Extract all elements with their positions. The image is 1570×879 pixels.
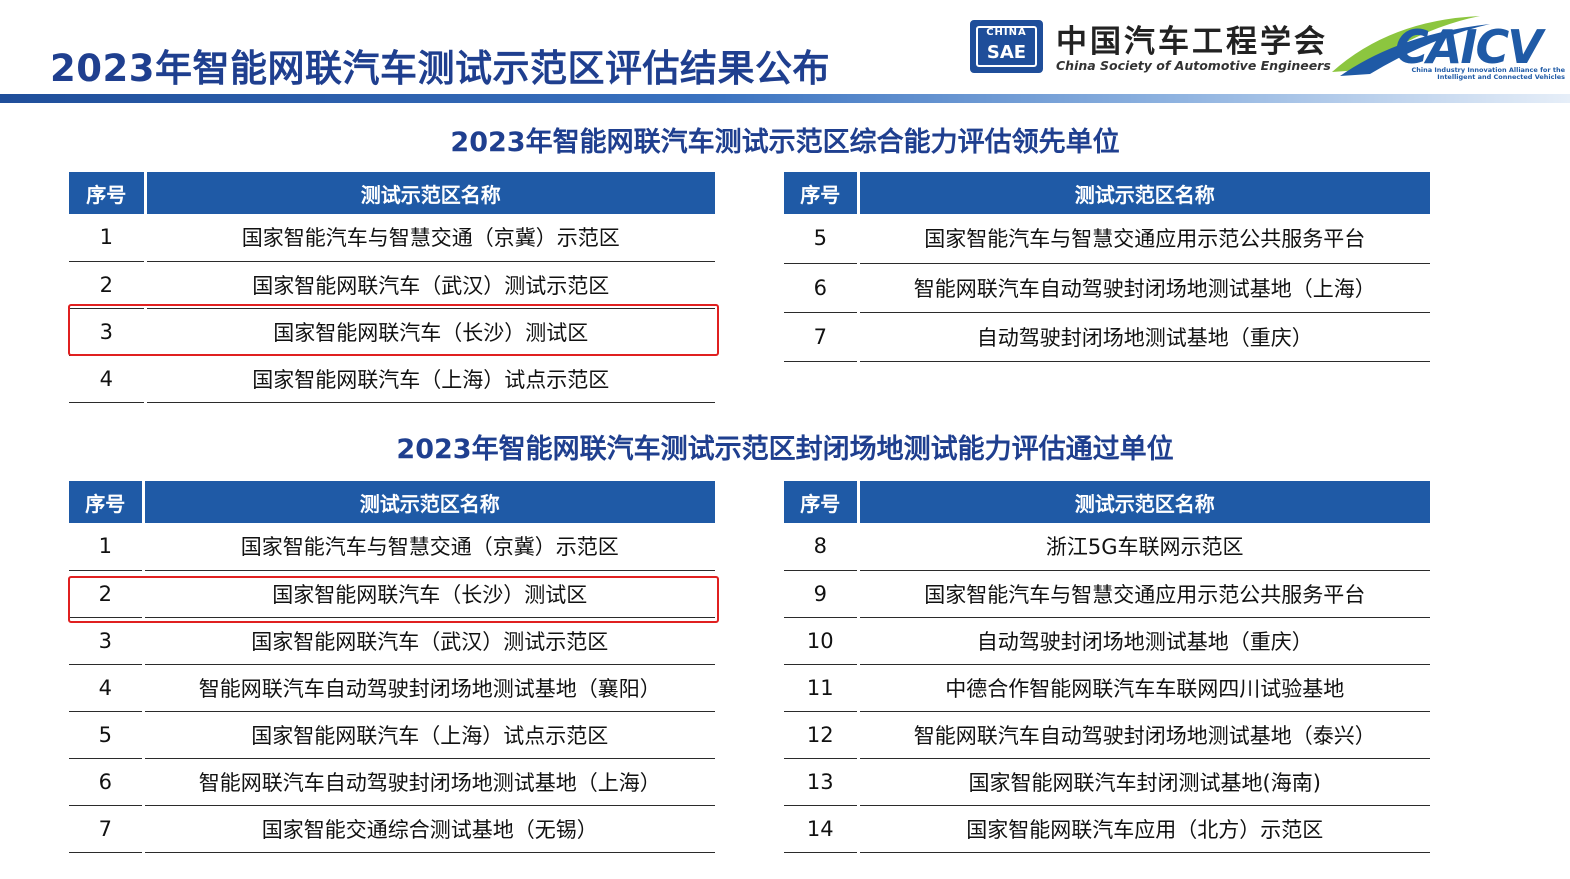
header-name: 测试示范区名称 [856, 481, 1430, 523]
serial-cell: 2 [69, 261, 147, 309]
highlight-box-changsha [68, 576, 719, 623]
serial-cell: 1 [69, 214, 147, 262]
name-cell: 国家智能网联汽车（上海）试点示范区 [145, 355, 715, 403]
serial-cell: 5 [784, 214, 860, 264]
table-row: 7 国家智能交通综合测试基地（无锡） [69, 805, 715, 853]
name-cell: 国家智能网联汽车（上海）试点示范区 [143, 711, 715, 759]
name-cell: 智能网联汽车自动驾驶封闭场地测试基地（上海） [143, 758, 715, 806]
name-cell: 自动驾驶封闭场地测试基地（重庆） [858, 312, 1430, 362]
logo-bottom-text: SAE [986, 42, 1027, 63]
section-title-passed: 2023年智能网联汽车测试示范区封闭场地测试能力评估通过单位 [396, 434, 1174, 465]
name-cell: 中德合作智能网联汽车车联网四川试验基地 [858, 664, 1430, 712]
table-row: 13 国家智能网联汽车封闭测试基地(海南) [784, 758, 1430, 806]
leading-table-left: 序号 测试示范区名称 1 国家智能汽车与智慧交通（京冀）示范区 2 国家智能网联汽车（… [69, 172, 715, 403]
section-title-leading: 2023年智能网联汽车测试示范区综合能力评估领先单位 [450, 127, 1120, 158]
table-row: 4 智能网联汽车自动驾驶封闭场地测试基地（襄阳） [69, 664, 715, 712]
table-row: 1 国家智能汽车与智慧交通（京冀）示范区 [69, 214, 715, 262]
name-cell: 国家智能汽车与智慧交通应用示范公共服务平台 [858, 570, 1430, 618]
name-cell: 智能网联汽车自动驾驶封闭场地测试基地（上海） [858, 263, 1430, 313]
name-cell: 国家智能网联汽车（武汉）测试示范区 [143, 617, 715, 665]
table-row: 7 自动驾驶封闭场地测试基地（重庆） [784, 312, 1430, 362]
highlight-box-changsha [68, 304, 719, 356]
header-serial: 序号 [69, 172, 145, 214]
serial-cell: 10 [784, 617, 860, 665]
org-name-en: China Society of Automotive Engineers [1056, 58, 1331, 73]
name-cell: 智能网联汽车自动驾驶封闭场地测试基地（泰兴） [858, 711, 1430, 759]
name-cell: 国家智能网联汽车（长沙）测试区 [145, 308, 715, 356]
serial-cell: 5 [69, 711, 145, 759]
serial-cell: 12 [784, 711, 860, 759]
header-serial: 序号 [784, 172, 858, 214]
caicv-subtitle: China Industry Innovation Alliance for t… [1411, 66, 1565, 81]
name-cell: 国家智能汽车与智慧交通应用示范公共服务平台 [858, 214, 1430, 264]
table-row: 9 国家智能汽车与智慧交通应用示范公共服务平台 [784, 570, 1430, 618]
header-serial: 序号 [784, 481, 858, 523]
table-row: 1 国家智能汽车与智慧交通（京冀）示范区 [69, 523, 715, 571]
table-row: 4 国家智能网联汽车（上海）试点示范区 [69, 355, 715, 403]
name-cell: 浙江5G车联网示范区 [858, 523, 1430, 571]
serial-cell: 4 [69, 664, 145, 712]
serial-cell: 4 [69, 355, 147, 403]
table-row: 8 浙江5G车联网示范区 [784, 523, 1430, 571]
serial-cell: 6 [69, 758, 145, 806]
leading-table-right: 序号 测试示范区名称 5 国家智能汽车与智慧交通应用示范公共服务平台 6 智能网联汽车… [784, 172, 1430, 362]
table-row: 2 国家智能网联汽车（武汉）测试示范区 [69, 261, 715, 309]
serial-cell: 9 [784, 570, 860, 618]
name-cell: 智能网联汽车自动驾驶封闭场地测试基地（襄阳） [143, 664, 715, 712]
serial-cell: 6 [784, 263, 860, 313]
passed-table-right: 序号 测试示范区名称 8 浙江5G车联网示范区 9 国家智能汽车与智慧交通应用示范公共… [784, 481, 1430, 853]
serial-cell: 8 [784, 523, 860, 571]
logo-border [976, 26, 1037, 67]
name-cell: 国家智能网联汽车封闭测试基地(海南) [858, 758, 1430, 806]
table-row: 14 国家智能网联汽车应用（北方）示范区 [784, 805, 1430, 853]
serial-cell: 7 [69, 805, 145, 853]
header-serial: 序号 [69, 481, 143, 523]
serial-cell: 3 [69, 617, 145, 665]
china-sae-logo: CHINA SAE [970, 20, 1043, 73]
passed-table-left: 序号 测试示范区名称 1 国家智能汽车与智慧交通（京冀）示范区 2 国家智能网联汽车（… [69, 481, 715, 853]
name-cell: 国家智能网联汽车（武汉）测试示范区 [145, 261, 715, 309]
name-cell: 国家智能网联汽车应用（北方）示范区 [858, 805, 1430, 853]
serial-cell: 11 [784, 664, 860, 712]
name-cell: 自动驾驶封闭场地测试基地（重庆） [858, 617, 1430, 665]
serial-cell: 14 [784, 805, 860, 853]
table-row: 5 国家智能汽车与智慧交通应用示范公共服务平台 [784, 214, 1430, 264]
header-divider-bar [0, 94, 1570, 103]
table-row: 12 智能网联汽车自动驾驶封闭场地测试基地（泰兴） [784, 711, 1430, 759]
serial-cell: 13 [784, 758, 860, 806]
serial-cell: 7 [784, 312, 860, 362]
logo-top-text: CHINA [986, 27, 1027, 38]
table-row: 3 国家智能网联汽车（长沙）测试区 [69, 308, 715, 356]
page-title: 2023年智能网联汽车测试示范区评估结果公布 [50, 47, 830, 90]
caicv-logo: CAICV [1395, 20, 1543, 74]
table-row: 6 智能网联汽车自动驾驶封闭场地测试基地（上海） [784, 263, 1430, 313]
name-cell: 国家智能汽车与智慧交通（京冀）示范区 [145, 214, 715, 262]
table-row: 11 中德合作智能网联汽车车联网四川试验基地 [784, 664, 1430, 712]
table-row: 5 国家智能网联汽车（上海）试点示范区 [69, 711, 715, 759]
serial-cell: 1 [69, 523, 145, 571]
org-name-cn: 中国汽车工程学会 [1056, 24, 1328, 60]
table-row: 6 智能网联汽车自动驾驶封闭场地测试基地（上海） [69, 758, 715, 806]
header-name: 测试示范区名称 [143, 172, 715, 214]
serial-cell: 3 [69, 308, 147, 356]
table-row: 3 国家智能网联汽车（武汉）测试示范区 [69, 617, 715, 665]
name-cell: 国家智能交通综合测试基地（无锡） [143, 805, 715, 853]
header-name: 测试示范区名称 [141, 481, 715, 523]
name-cell: 国家智能汽车与智慧交通（京冀）示范区 [143, 523, 715, 571]
table-row: 10 自动驾驶封闭场地测试基地（重庆） [784, 617, 1430, 665]
caicv-swoosh-icon [1332, 16, 1490, 76]
header-name: 测试示范区名称 [856, 172, 1430, 214]
